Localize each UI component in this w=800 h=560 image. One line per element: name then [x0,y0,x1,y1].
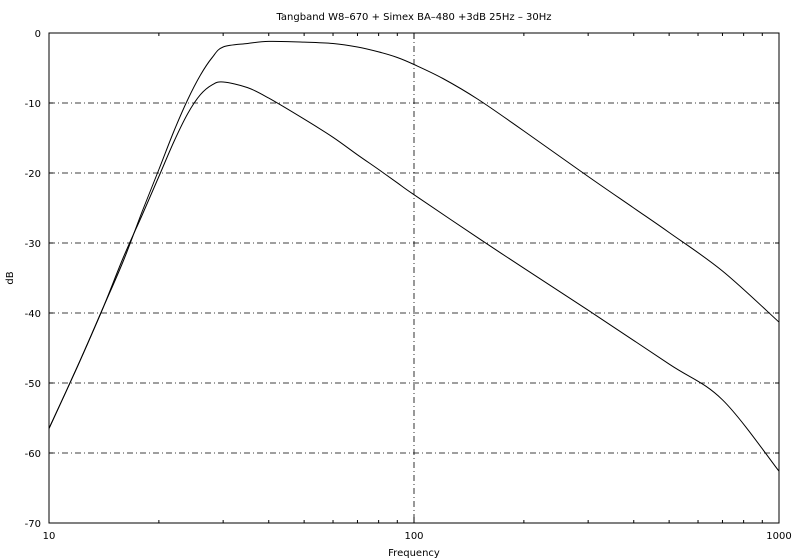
series-line-1 [48,40,780,429]
x-axis-label: Frequency [388,548,440,559]
x-tick-label: 1000 [766,531,791,542]
x-tick-label: 10 [43,531,56,542]
y-tick-label: -60 [25,449,41,460]
series-line-2 [48,81,780,472]
y-tick-label: -30 [25,239,41,250]
x-tick-label: 100 [404,531,423,542]
grid-layer [49,33,779,523]
y-tick-label: -10 [25,99,41,110]
y-tick-label: 0 [35,29,41,40]
y-tick-label: -20 [25,169,41,180]
chart-title: Tangband W8–670 + Simex BA–480 +3dB 25Hz… [275,12,551,23]
series-layer [48,40,780,472]
y-tick-label: -70 [25,519,41,530]
y-tick-label: -40 [25,309,41,320]
y-axis-label: dB [5,271,16,284]
y-tick-label: -50 [25,379,41,390]
plot-frame [48,32,780,524]
